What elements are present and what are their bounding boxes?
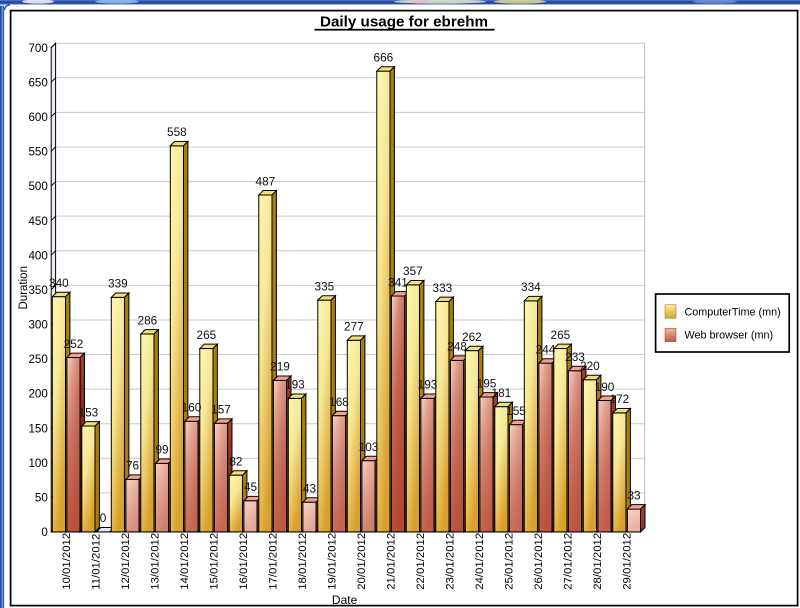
svg-text:339: 339 bbox=[108, 277, 128, 291]
svg-text:25/01/2012: 25/01/2012 bbox=[503, 533, 515, 590]
svg-text:12/01/2012: 12/01/2012 bbox=[120, 533, 132, 590]
svg-text:219: 219 bbox=[270, 360, 290, 374]
svg-text:350: 350 bbox=[28, 284, 47, 297]
svg-text:357: 357 bbox=[403, 264, 423, 278]
svg-text:17/01/2012: 17/01/2012 bbox=[267, 533, 279, 590]
svg-text:248: 248 bbox=[447, 340, 467, 354]
svg-text:16/01/2012: 16/01/2012 bbox=[238, 533, 250, 590]
svg-text:27/01/2012: 27/01/2012 bbox=[562, 533, 574, 590]
svg-text:Date: Date bbox=[332, 593, 358, 607]
svg-text:341: 341 bbox=[388, 275, 408, 289]
svg-text:335: 335 bbox=[315, 279, 335, 293]
svg-text:29/01/2012: 29/01/2012 bbox=[621, 533, 633, 590]
svg-text:21/01/2012: 21/01/2012 bbox=[385, 533, 397, 590]
svg-text:558: 558 bbox=[167, 125, 187, 139]
svg-text:200: 200 bbox=[28, 388, 47, 401]
svg-text:233: 233 bbox=[565, 350, 585, 364]
svg-text:172: 172 bbox=[610, 392, 630, 406]
svg-text:13/01/2012: 13/01/2012 bbox=[149, 533, 161, 590]
svg-text:14/01/2012: 14/01/2012 bbox=[179, 533, 191, 590]
svg-text:103: 103 bbox=[359, 440, 379, 454]
svg-text:45: 45 bbox=[244, 480, 258, 494]
svg-text:23/01/2012: 23/01/2012 bbox=[444, 533, 456, 590]
svg-text:181: 181 bbox=[492, 386, 512, 400]
svg-text:153: 153 bbox=[79, 405, 99, 419]
svg-text:262: 262 bbox=[462, 330, 482, 344]
svg-text:334: 334 bbox=[521, 280, 541, 294]
svg-text:340: 340 bbox=[49, 276, 69, 290]
svg-text:100: 100 bbox=[28, 457, 47, 470]
svg-text:265: 265 bbox=[551, 328, 571, 342]
svg-text:99: 99 bbox=[155, 443, 168, 457]
svg-text:550: 550 bbox=[28, 146, 47, 159]
svg-text:700: 700 bbox=[28, 42, 47, 55]
svg-text:11/01/2012: 11/01/2012 bbox=[90, 534, 102, 590]
svg-text:20/01/2012: 20/01/2012 bbox=[356, 533, 368, 590]
svg-text:24/01/2012: 24/01/2012 bbox=[474, 533, 486, 590]
svg-text:168: 168 bbox=[329, 395, 349, 409]
svg-text:333: 333 bbox=[433, 281, 453, 295]
svg-text:28/01/2012: 28/01/2012 bbox=[592, 533, 604, 590]
svg-text:244: 244 bbox=[536, 342, 556, 356]
svg-text:43: 43 bbox=[303, 481, 317, 495]
svg-text:195: 195 bbox=[477, 376, 497, 390]
svg-text:15/01/2012: 15/01/2012 bbox=[208, 533, 220, 590]
svg-text:76: 76 bbox=[126, 459, 140, 473]
svg-text:150: 150 bbox=[28, 422, 47, 435]
svg-text:300: 300 bbox=[28, 319, 47, 332]
svg-text:666: 666 bbox=[374, 50, 394, 64]
svg-text:250: 250 bbox=[28, 353, 47, 366]
svg-text:286: 286 bbox=[138, 313, 158, 327]
svg-text:33: 33 bbox=[627, 488, 641, 502]
svg-text:190: 190 bbox=[595, 380, 615, 394]
svg-text:157: 157 bbox=[211, 403, 231, 417]
svg-text:650: 650 bbox=[28, 76, 47, 89]
svg-text:220: 220 bbox=[580, 359, 600, 373]
svg-text:600: 600 bbox=[28, 111, 47, 124]
svg-text:193: 193 bbox=[418, 378, 438, 392]
svg-text:155: 155 bbox=[506, 404, 526, 418]
svg-text:400: 400 bbox=[28, 249, 47, 262]
svg-text:ComputerTime (mn): ComputerTime (mn) bbox=[685, 306, 781, 318]
svg-text:277: 277 bbox=[344, 320, 364, 334]
svg-text:160: 160 bbox=[182, 401, 202, 415]
svg-text:193: 193 bbox=[285, 378, 305, 392]
svg-text:265: 265 bbox=[197, 328, 217, 342]
svg-text:Web browser (mn): Web browser (mn) bbox=[685, 330, 774, 342]
svg-text:0: 0 bbox=[41, 526, 47, 539]
svg-text:18/01/2012: 18/01/2012 bbox=[297, 533, 309, 590]
svg-text:82: 82 bbox=[229, 454, 242, 468]
svg-text:Duration: Duration bbox=[18, 266, 30, 309]
svg-text:450: 450 bbox=[28, 215, 47, 228]
svg-text:Daily usage for ebrehm: Daily usage for ebrehm bbox=[320, 14, 488, 31]
svg-text:0: 0 bbox=[100, 511, 107, 525]
svg-text:500: 500 bbox=[28, 180, 47, 193]
svg-text:19/01/2012: 19/01/2012 bbox=[326, 533, 338, 590]
svg-text:50: 50 bbox=[35, 492, 48, 505]
svg-text:10/01/2012: 10/01/2012 bbox=[61, 533, 73, 590]
svg-text:487: 487 bbox=[256, 174, 276, 188]
svg-text:252: 252 bbox=[64, 337, 84, 351]
svg-text:22/01/2012: 22/01/2012 bbox=[415, 533, 427, 590]
svg-text:26/01/2012: 26/01/2012 bbox=[533, 533, 545, 590]
